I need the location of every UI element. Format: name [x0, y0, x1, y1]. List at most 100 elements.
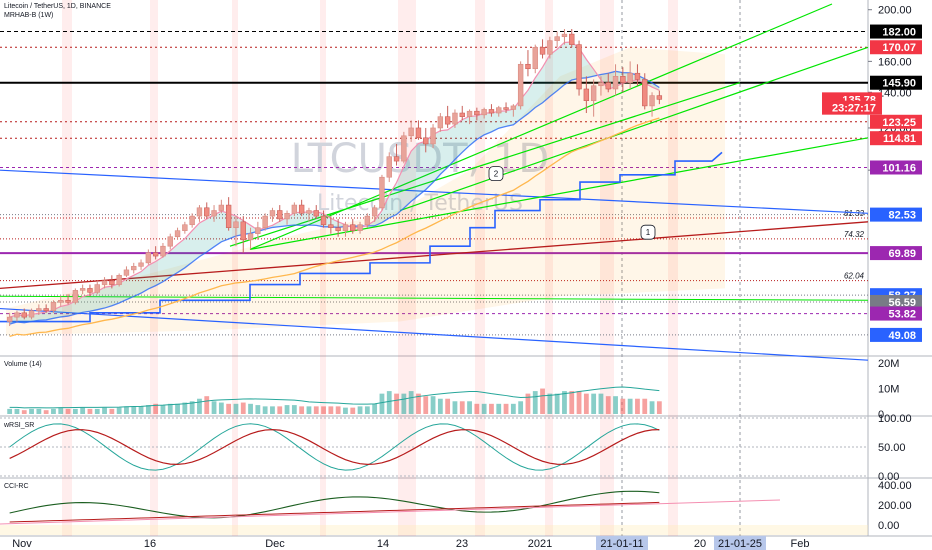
candle[interactable] [371, 205, 378, 222]
candle[interactable] [401, 131, 407, 164]
candle[interactable] [189, 213, 195, 228]
volume-bar[interactable] [437, 398, 443, 414]
candle[interactable] [357, 221, 363, 234]
candle[interactable] [393, 143, 400, 166]
candle[interactable] [612, 64, 619, 96]
volume-bar[interactable] [510, 403, 516, 414]
volume-bar[interactable] [350, 407, 356, 414]
volume-bar[interactable] [36, 408, 42, 414]
candle[interactable] [320, 210, 327, 228]
candle[interactable] [656, 90, 663, 105]
volume-bar[interactable] [496, 403, 502, 414]
candle[interactable] [79, 284, 86, 295]
volume-bar[interactable] [459, 401, 465, 414]
volume-bar[interactable] [452, 401, 458, 414]
candle[interactable] [255, 221, 261, 240]
candle[interactable] [284, 210, 290, 225]
volume-bar[interactable] [14, 408, 20, 414]
volume-bar[interactable] [189, 401, 195, 414]
volume-bar[interactable] [204, 396, 210, 414]
volume-bar[interactable] [116, 407, 122, 414]
volume-bar[interactable] [416, 393, 421, 414]
time-axis[interactable]: Nov 16 Dec 14 23 2021 21-01-11 20 21-01-25 Feb [12, 536, 809, 550]
volume-bar[interactable] [182, 402, 188, 414]
volume-bar[interactable] [270, 406, 275, 414]
volume-bar[interactable] [291, 405, 297, 414]
volume-bar[interactable] [284, 405, 290, 414]
candle[interactable] [123, 266, 130, 278]
candle[interactable] [50, 300, 57, 313]
candle[interactable] [547, 36, 553, 59]
volume-bar[interactable] [357, 406, 363, 414]
price-badge[interactable]: 56.59 [870, 294, 922, 309]
candle[interactable] [167, 233, 173, 250]
candle[interactable] [28, 308, 35, 320]
volume-bar[interactable] [211, 401, 217, 414]
volume-bar[interactable] [248, 403, 253, 414]
volume-bar[interactable] [649, 401, 655, 414]
volume-bar[interactable] [43, 410, 49, 414]
volume-bar[interactable] [102, 407, 107, 414]
candle[interactable] [313, 205, 319, 219]
candle[interactable] [196, 205, 203, 222]
volume-bar[interactable] [131, 406, 137, 414]
candle[interactable] [94, 280, 100, 295]
candle[interactable] [335, 218, 341, 237]
cci-pane[interactable]: 400.00 200.00 0.00 [0, 480, 912, 535]
candle[interactable] [620, 67, 626, 93]
candle[interactable] [452, 109, 458, 128]
volume-bar[interactable] [554, 393, 560, 414]
volume-bar[interactable] [87, 408, 93, 414]
candle[interactable] [211, 205, 217, 222]
volume-bar[interactable] [197, 398, 202, 414]
candle[interactable] [423, 127, 429, 153]
candle[interactable] [65, 294, 71, 305]
candle[interactable] [466, 109, 473, 125]
volume-bar[interactable] [364, 406, 370, 414]
candle[interactable] [488, 104, 495, 117]
candle[interactable] [298, 199, 305, 217]
candle[interactable] [328, 216, 334, 234]
price-badge[interactable]: 170.07 [870, 40, 922, 55]
volume-bar[interactable] [394, 393, 399, 414]
price-axis[interactable]: 200.00160.00140.00120.00100.00182.00170.… [822, 5, 922, 342]
volume-bar[interactable] [145, 405, 151, 414]
volume-bar[interactable] [233, 403, 239, 414]
volume-bar[interactable] [540, 388, 545, 414]
volume-bar[interactable] [51, 408, 56, 414]
volume-bar[interactable] [598, 393, 604, 414]
candle[interactable] [145, 249, 152, 265]
volume-bar[interactable] [255, 405, 261, 414]
volume-bar[interactable] [525, 393, 531, 414]
volume-bar[interactable] [445, 398, 451, 414]
volume-bar[interactable] [642, 398, 648, 414]
candle[interactable] [510, 104, 517, 117]
candle[interactable] [386, 152, 392, 183]
volume-bar[interactable] [328, 406, 334, 414]
volume-bar[interactable] [613, 396, 618, 414]
volume-bar[interactable] [401, 393, 407, 414]
candle[interactable] [291, 202, 298, 217]
volume-bar[interactable] [591, 393, 597, 414]
volume-bar[interactable] [72, 408, 78, 414]
candle[interactable] [240, 216, 246, 253]
marker-callout[interactable]: 2 [488, 166, 504, 182]
price-badge[interactable]: 49.08 [870, 327, 922, 342]
candle[interactable] [43, 304, 49, 313]
volume-bar[interactable] [321, 406, 326, 414]
candle[interactable] [525, 50, 531, 77]
candle[interactable] [634, 64, 641, 86]
price-badge[interactable]: 101.16 [870, 160, 922, 175]
candle[interactable] [72, 288, 79, 305]
volume-pane[interactable]: 20M 10M 0 [7, 358, 899, 421]
candle[interactable] [627, 61, 633, 89]
volume-bar[interactable] [569, 391, 575, 414]
candle[interactable] [642, 73, 648, 110]
candle[interactable] [152, 246, 159, 260]
candle[interactable] [225, 197, 232, 231]
candle[interactable] [437, 113, 444, 132]
volume-bar[interactable] [474, 403, 480, 414]
candle[interactable] [598, 76, 604, 96]
candle[interactable] [277, 205, 283, 222]
volume-bar[interactable] [240, 402, 246, 414]
